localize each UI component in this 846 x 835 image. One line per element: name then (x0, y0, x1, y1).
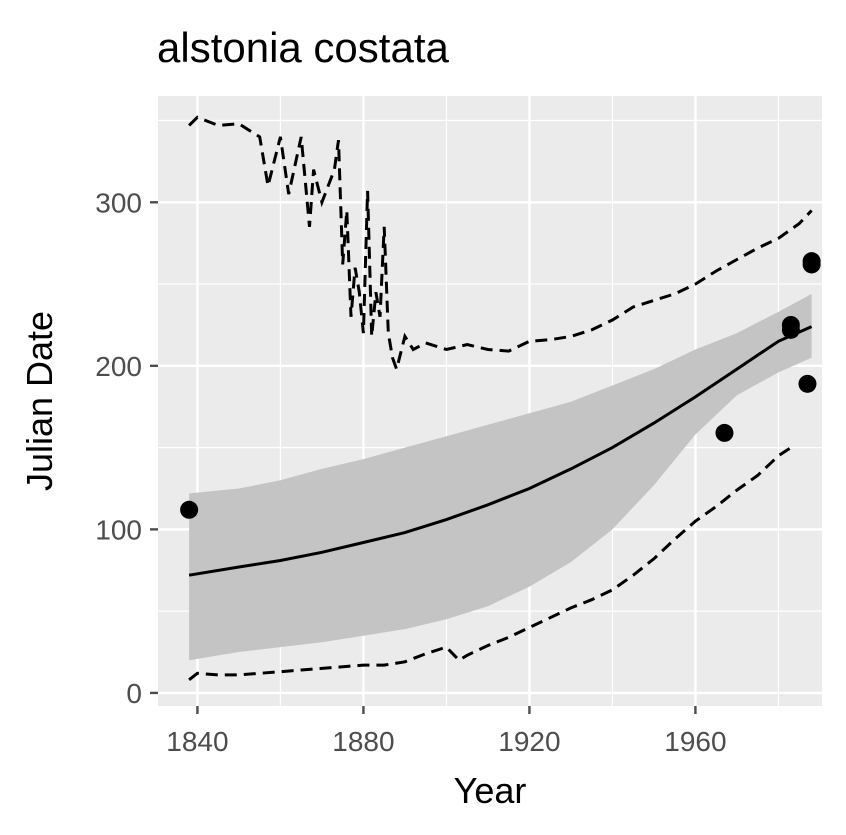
y-axis: 0 100 200 300 (95, 187, 158, 709)
y-tick-label: 100 (95, 514, 142, 545)
confidence-ribbon (189, 293, 812, 661)
y-tick-label: 200 (95, 351, 142, 382)
upper-prediction-band (188, 115, 813, 375)
data-point (715, 423, 734, 442)
ribbon-layer (189, 293, 812, 661)
y-axis-title: Julian Date (19, 311, 60, 491)
y-tick-label: 300 (95, 187, 142, 218)
fit-line (188, 325, 813, 577)
lower-prediction-band (188, 446, 792, 681)
fit-layer (188, 325, 813, 577)
points-layer (180, 252, 821, 519)
x-axis: 1840 1880 1920 1960 (166, 706, 727, 757)
x-tick-label: 1880 (332, 726, 394, 757)
x-tick-label: 1920 (498, 726, 560, 757)
chart-title: alstonia costata (157, 24, 449, 71)
data-point (781, 315, 800, 334)
band-layer (188, 115, 813, 681)
data-point (180, 500, 199, 519)
x-axis-title: Year (454, 770, 527, 811)
data-point (798, 374, 817, 393)
y-tick-label: 0 (126, 678, 142, 709)
x-tick-label: 1960 (664, 726, 726, 757)
x-tick-label: 1840 (166, 726, 228, 757)
data-point (802, 252, 821, 271)
